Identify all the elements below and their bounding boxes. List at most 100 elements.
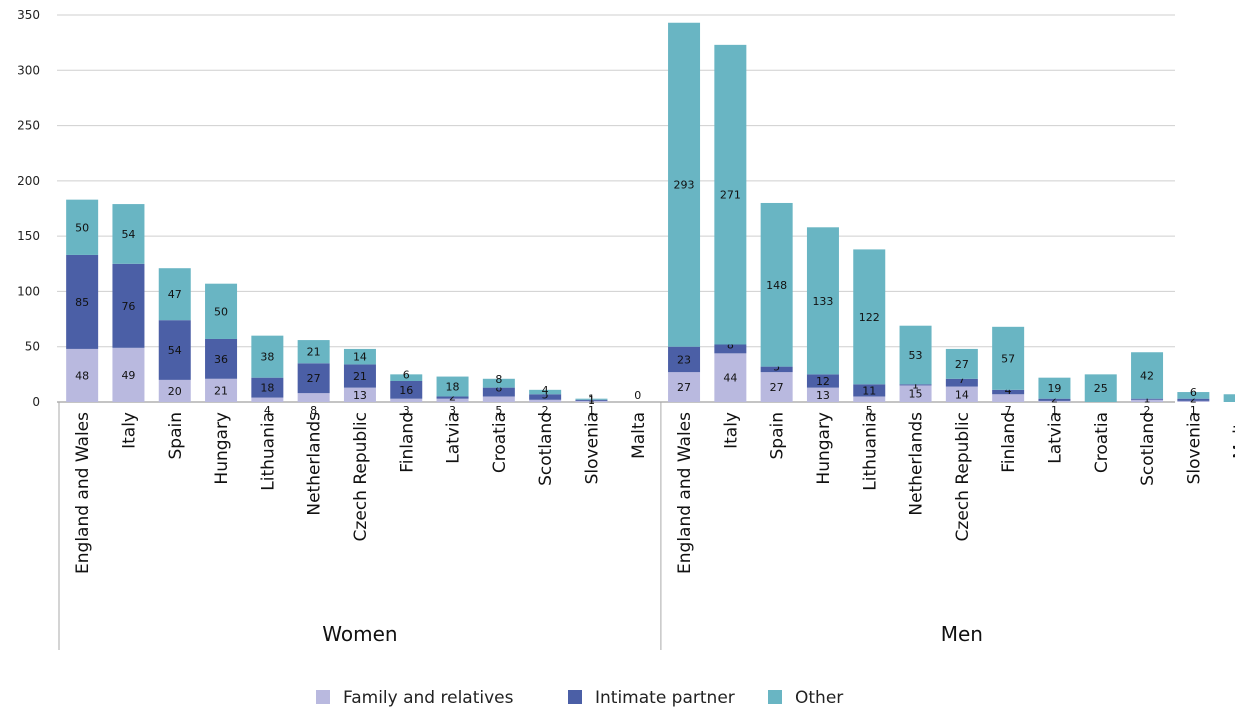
category-label: Finland [397,412,417,473]
data-label: 42 [1140,369,1154,382]
bar-segment [251,377,284,398]
bar-segment [529,394,562,400]
group-label: Women [322,622,397,646]
data-label: 5 [773,361,780,374]
data-label: 12 [816,375,830,388]
data-label: 148 [766,279,787,292]
bar-segment [390,380,423,399]
bar-segment [158,320,191,380]
category-label: Scotland [1138,412,1158,486]
data-label: 1 [1051,404,1058,417]
category-label: Netherlands [305,412,325,516]
bar-segment [251,335,284,378]
bar-segment [760,202,793,367]
data-label: 13 [353,389,367,402]
bar-segment [297,363,330,394]
category-label: Malta [629,412,649,459]
bar-segment [112,347,145,402]
data-label: 85 [75,296,89,309]
category-label: Spain [768,412,788,460]
category-label: Italy [119,412,139,449]
bar-segment [343,364,376,388]
data-label: 2 [1144,404,1151,417]
bar-segment [853,396,886,402]
data-label: 7 [1005,404,1012,417]
group-label: Men [941,622,983,646]
data-label: 16 [399,384,413,397]
data-label: 133 [812,295,833,308]
data-label: 57 [1001,352,1015,365]
category-label: Hungary [814,412,834,485]
data-label: 5 [495,404,502,417]
data-label: 2 [449,390,456,403]
data-label: 50 [214,305,228,318]
bar-segment [714,344,747,354]
bar-segment [760,366,793,373]
data-label: 1 [1190,404,1197,417]
category-label: Italy [721,412,741,449]
data-label: 38 [260,351,274,364]
data-label: 1 [588,393,595,406]
data-label: 15 [909,388,923,401]
legend-swatch [316,690,330,704]
bar-segment [992,394,1025,402]
bar-segment [251,397,284,402]
bar-segment [66,254,99,349]
y-tick-label: 200 [17,174,40,188]
category-label: Slovenia [582,412,602,484]
category-label: England and Wales [675,412,695,574]
bar-segment [436,376,469,397]
data-label: 1 [588,394,595,407]
data-label: 4 [264,404,271,417]
bar-segment [1131,352,1164,399]
data-label: 21 [214,384,228,397]
data-label: 14 [955,388,969,401]
data-label: 48 [75,369,89,382]
bar-segment [529,399,562,402]
bar-segment [112,263,145,348]
legend-label: Family and relatives [343,688,514,708]
data-label: 27 [955,358,969,371]
data-label: 8 [727,339,734,352]
data-label: 13 [816,389,830,402]
data-label: 11 [862,384,876,397]
bar-segment [1038,377,1071,399]
bar-segment [205,338,238,379]
bar-segment [390,374,423,381]
bar-segment [1177,400,1210,402]
bar-segment [668,346,701,373]
data-label: 20 [168,385,182,398]
bar-segment [1131,398,1164,400]
data-label: 7 [958,373,965,386]
data-label: 8 [495,382,502,395]
bar-segment [1223,394,1235,402]
legend-swatch [768,690,782,704]
category-label: Lithuania [860,412,880,491]
bar-segment [1177,392,1210,399]
bar-segment [343,348,376,365]
bar-segment [297,393,330,402]
bar-segment [66,348,99,402]
bar-segment [343,387,376,402]
category-label: Slovenia [1184,412,1204,484]
y-tick-label: 150 [17,229,40,243]
category-label: Croatia [1092,412,1112,473]
category-label: Malta [1231,412,1235,459]
data-label: 3 [449,404,456,417]
bar-segment [806,374,839,388]
bar-segment [158,379,191,402]
data-label: 54 [168,344,182,357]
bar-segment [853,384,886,397]
category-label: Hungary [212,412,232,485]
bar-segment [1131,399,1164,402]
category-label: Scotland [536,412,556,486]
category-label: Czech Republic [351,412,371,541]
bar-segment [575,398,608,400]
category-label: Spain [166,412,186,460]
data-label: 27 [677,381,691,394]
y-tick-label: 250 [17,119,40,133]
bar-segment [205,283,238,339]
data-label: 122 [859,311,880,324]
data-label: 19 [1047,382,1061,395]
